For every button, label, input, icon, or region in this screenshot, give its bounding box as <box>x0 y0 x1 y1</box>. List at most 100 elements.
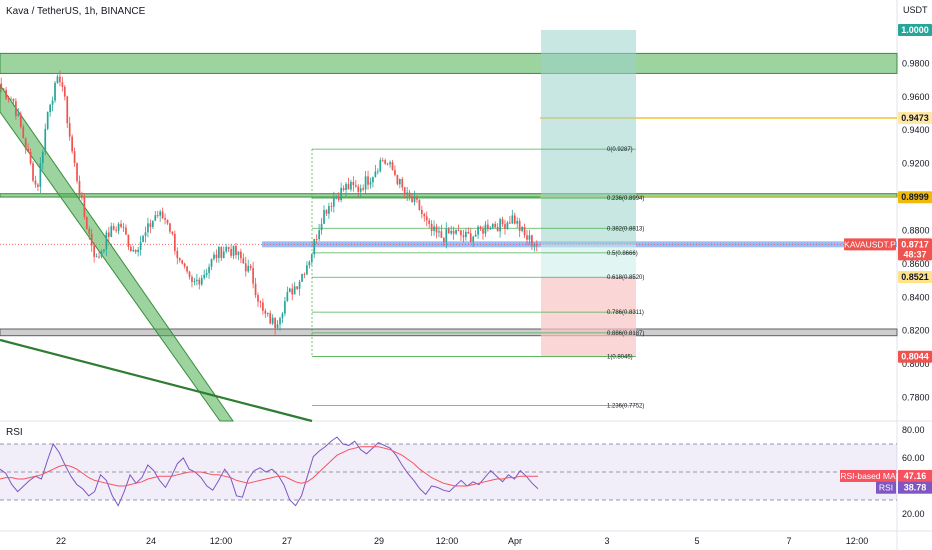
candle-body <box>350 181 352 190</box>
trend-line[interactable] <box>0 338 313 423</box>
candle-body <box>34 180 37 185</box>
long-position-tool[interactable] <box>541 30 636 357</box>
candle-body <box>12 98 15 102</box>
candle-body <box>523 227 526 236</box>
candle-body <box>93 245 96 257</box>
candle-body <box>240 251 242 259</box>
candle-body <box>357 186 360 192</box>
candle-body <box>521 227 523 231</box>
candle-body <box>496 227 499 232</box>
fib-level-label: 1(0.8045) <box>607 355 633 361</box>
candle-body <box>63 86 66 97</box>
candle-body <box>340 187 342 201</box>
candle-body <box>32 163 34 181</box>
candle-body <box>308 261 311 266</box>
candle-body <box>526 235 528 240</box>
candle-body <box>491 223 494 228</box>
candle-body <box>120 223 122 227</box>
chart-title: Kava / TetherUS, 1h, BINANCE <box>6 6 146 17</box>
candle-body <box>0 83 3 89</box>
candle-body <box>531 235 533 246</box>
price-tick-label: 0.9600 <box>902 92 930 102</box>
candle-body <box>235 245 237 256</box>
zone-mid[interactable] <box>0 193 898 198</box>
candle-body <box>73 151 76 164</box>
candle-body <box>276 324 279 329</box>
candle-body <box>188 271 191 277</box>
price-tag-label: 0.8044 <box>901 352 929 362</box>
rsi-name-label: RSI <box>879 483 893 493</box>
candle-body <box>225 246 228 252</box>
price-tag <box>898 271 932 284</box>
candle-body <box>115 229 118 231</box>
candle-body <box>513 215 516 224</box>
candle-body <box>479 226 482 229</box>
candle-body <box>112 226 115 230</box>
candle-body <box>169 223 171 232</box>
candle-body <box>244 263 247 272</box>
candle-body <box>389 162 391 165</box>
candle-body <box>156 215 159 216</box>
candle-body <box>39 163 42 187</box>
candle-body <box>88 228 91 234</box>
time-tick-label: 27 <box>282 536 292 546</box>
candle-body <box>107 232 110 237</box>
price-tick-label: 0.9800 <box>902 58 930 68</box>
candle-body <box>445 228 448 242</box>
candle-body <box>83 197 86 217</box>
candle-body <box>37 184 39 187</box>
candle-body <box>455 229 457 234</box>
rsi-ma-name-tag <box>840 469 896 482</box>
candle-body <box>469 233 472 242</box>
candle-body <box>159 211 162 216</box>
candle-body <box>127 234 130 247</box>
candle-body <box>220 247 223 258</box>
fibonacci-retracement[interactable]: 0(0.9287) 0.236(0.8994) 0.382(0.8813) 0.5(0… <box>311 147 644 410</box>
candle-body <box>196 279 198 281</box>
candle-body <box>230 249 232 256</box>
candle-body <box>46 111 49 129</box>
candle-body <box>144 232 147 236</box>
support-zone-grey[interactable] <box>0 328 898 337</box>
candle-body <box>433 226 435 231</box>
candle-body <box>518 221 521 231</box>
candle-body <box>10 98 12 100</box>
candle-body <box>457 229 460 231</box>
candle-body <box>264 310 267 314</box>
candle-body <box>41 152 44 164</box>
candle-body <box>420 209 423 215</box>
candle-body <box>139 242 142 250</box>
descending-channel[interactable] <box>0 84 234 422</box>
candle-body <box>465 231 467 238</box>
candle-body <box>494 223 497 228</box>
candle-body <box>54 82 56 101</box>
position-target-area[interactable] <box>541 30 636 245</box>
candle-body <box>71 136 73 152</box>
candle-body <box>501 219 504 225</box>
candle-body <box>359 188 362 192</box>
candle-body <box>362 188 365 190</box>
resistance-zone-top[interactable] <box>0 52 898 74</box>
rsi-tick-label: 60.00 <box>902 453 925 463</box>
candle-body <box>5 90 7 99</box>
candle-body <box>81 195 83 198</box>
candle-body <box>298 281 301 289</box>
candle-body <box>474 234 477 237</box>
price-tick-label: 0.7800 <box>902 393 930 403</box>
candle-body <box>484 224 487 234</box>
candle-body <box>257 295 259 302</box>
candle-body <box>416 196 418 200</box>
candle-body <box>227 246 230 250</box>
time-tick-label: 22 <box>56 536 66 546</box>
fib-level-label: 0.236(0.8994) <box>607 196 644 202</box>
candle-body <box>68 123 71 137</box>
rsi-value-tag <box>898 481 932 494</box>
rsi-pane <box>0 436 897 507</box>
candle-body <box>381 160 384 161</box>
candle-body <box>354 185 357 187</box>
candle-body <box>342 187 345 191</box>
position-stop-area[interactable] <box>541 277 636 357</box>
candle-body <box>193 280 196 282</box>
rsi-tick-label: 20.00 <box>902 509 925 519</box>
